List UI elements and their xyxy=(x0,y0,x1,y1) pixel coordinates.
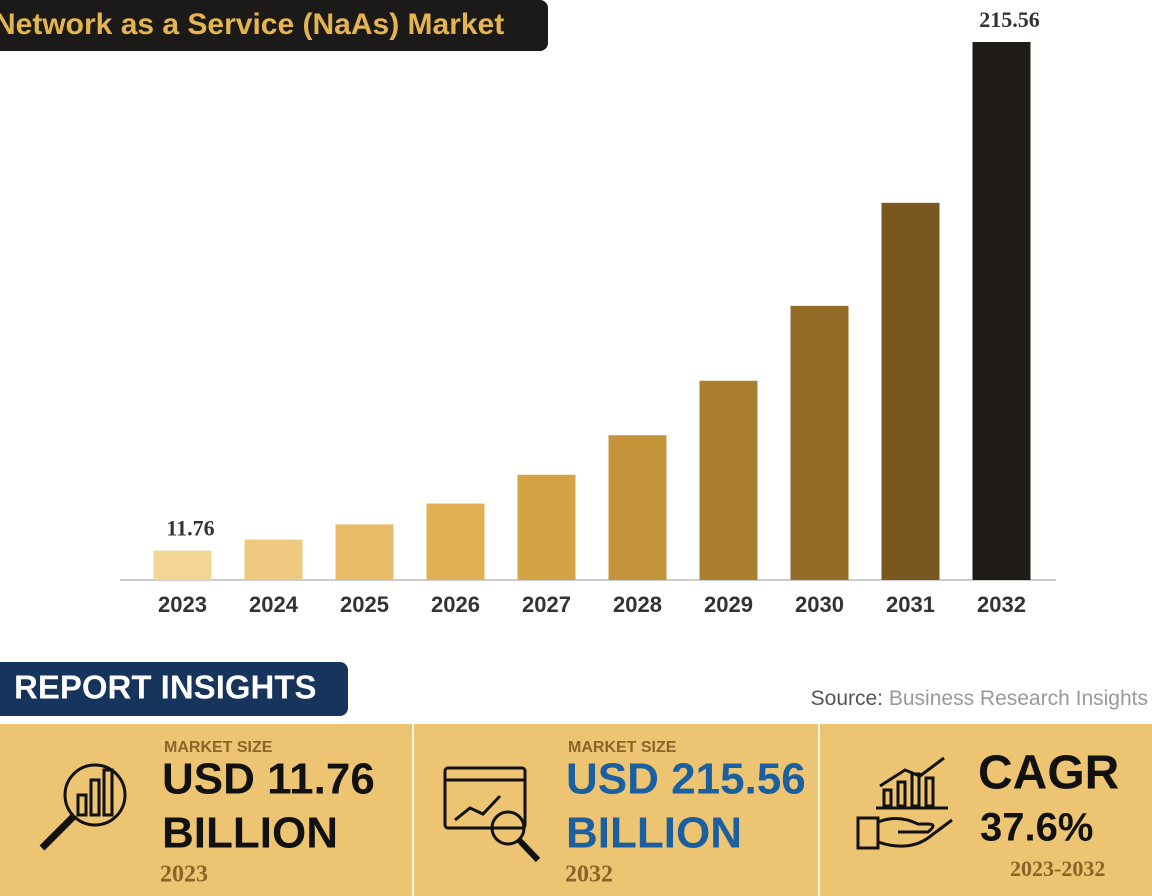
bar xyxy=(972,42,1031,580)
card-label: MARKET SIZE xyxy=(568,739,677,756)
source: Source: Business Research Insights xyxy=(811,687,1148,710)
title-box xyxy=(0,0,548,51)
x-tick-label: 2029 xyxy=(704,592,753,617)
value-label: 11.76 xyxy=(166,516,214,541)
x-tick-label: 2027 xyxy=(522,592,571,617)
value-label: 215.56 xyxy=(979,7,1040,32)
bar xyxy=(517,474,576,580)
x-tick-label: 2024 xyxy=(249,592,299,617)
bar xyxy=(153,550,212,580)
card-label: MARKET SIZE xyxy=(164,739,273,756)
card-year: 2023-2032 xyxy=(1010,856,1105,881)
card-year: 2032 xyxy=(565,862,613,888)
bar xyxy=(881,202,940,581)
bar xyxy=(426,503,485,580)
growth-icon xyxy=(856,756,953,850)
insights-title-box xyxy=(0,662,348,716)
report-icon xyxy=(443,766,541,863)
card-unit: BILLION xyxy=(566,809,742,858)
card-value: CAGR xyxy=(978,747,1119,800)
card-unit: BILLION xyxy=(162,809,338,858)
chart-title: Network as a Service (NaAs) Market xyxy=(0,8,504,41)
x-tick-label: 2028 xyxy=(613,592,662,617)
card-unit: 37.6% xyxy=(980,806,1093,850)
bar xyxy=(335,524,394,580)
bar xyxy=(790,305,849,580)
source-text: Business Research Insights xyxy=(889,687,1148,710)
x-tick-label: 2023 xyxy=(158,592,207,617)
bar xyxy=(608,435,667,580)
bar xyxy=(699,380,758,580)
x-tick-label: 2032 xyxy=(977,592,1026,617)
cards-bg xyxy=(0,724,1152,896)
bar xyxy=(244,539,303,580)
card-year: 2023 xyxy=(160,862,208,888)
x-tick-label: 2031 xyxy=(886,592,935,617)
insights-title: REPORT INSIGHTS xyxy=(14,669,317,706)
source-label: Source: xyxy=(811,687,883,710)
x-tick-label: 2025 xyxy=(340,592,389,617)
x-tick-label: 2030 xyxy=(795,592,844,617)
magnifier-icon xyxy=(39,763,127,851)
card-value: USD 215.56 xyxy=(566,755,806,804)
x-tick-label: 2026 xyxy=(431,592,480,617)
card-value: USD 11.76 xyxy=(162,755,375,804)
